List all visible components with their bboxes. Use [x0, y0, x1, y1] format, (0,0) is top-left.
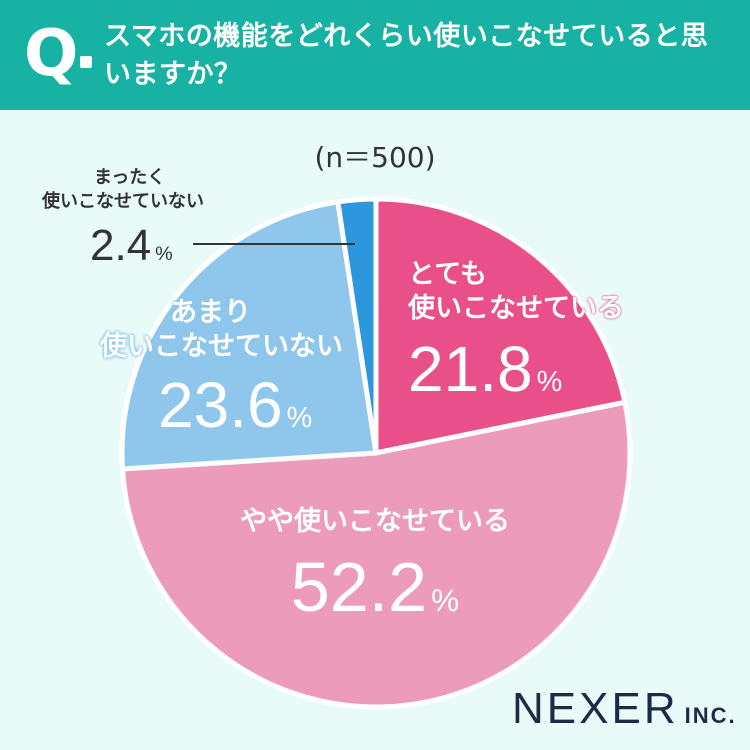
pie-slice-some: [120, 399, 633, 710]
value-very: 21.8: [408, 333, 533, 405]
label-notmuch: あまり 使いこなせていない 23.6%: [100, 296, 343, 455]
label-very-value: 21.8%: [408, 332, 624, 419]
brand-logo: NEXER INC.: [512, 684, 737, 734]
label-very: とても 使いこなせている 21.8%: [408, 258, 624, 419]
pct-sign: %: [155, 243, 173, 265]
pct-sign: %: [286, 402, 313, 434]
pie-slice-notmuch: [119, 199, 379, 472]
leader-line: [193, 243, 355, 245]
pct-sign: %: [536, 366, 563, 398]
label-notatall-line1: まったく: [94, 167, 166, 188]
pct-sign: %: [431, 582, 460, 618]
label-notatall: まったく 使いこなせていない 2.4%: [42, 166, 204, 280]
value-notatall: 2.4: [90, 221, 152, 270]
pie-slice-very: [373, 196, 628, 456]
q-dot: [80, 56, 92, 68]
label-notmuch-line2: 使いこなせていない: [100, 331, 343, 362]
label-some-value: 52.2%: [0, 547, 750, 640]
label-notmuch-value: 23.6%: [158, 368, 343, 455]
label-notatall-value: 2.4%: [90, 220, 204, 280]
value-notmuch: 23.6: [158, 369, 283, 441]
label-very-line1: とても: [408, 259, 487, 290]
sample-size-label: (n＝500): [314, 141, 436, 174]
brand-suffix: INC.: [684, 703, 737, 728]
brand-name: NEXER: [512, 684, 679, 733]
question-header: Q スマホの機能をどれくらい使いこなせていると思いますか？: [0, 0, 750, 110]
label-some-line1: やや使いこなせている: [240, 506, 510, 537]
value-some: 52.2: [290, 548, 428, 626]
label-notmuch-line1: あまり: [170, 297, 251, 328]
label-very-line2: 使いこなせている: [408, 293, 624, 324]
label-notatall-line2: 使いこなせていない: [42, 191, 204, 212]
pie-slice-notatall: [335, 196, 379, 456]
question-text: スマホの機能をどれくらい使いこなせていると思いますか？: [104, 21, 709, 90]
label-some: やや使いこなせている 52.2%: [0, 505, 750, 640]
q-mark: Q: [24, 17, 79, 91]
